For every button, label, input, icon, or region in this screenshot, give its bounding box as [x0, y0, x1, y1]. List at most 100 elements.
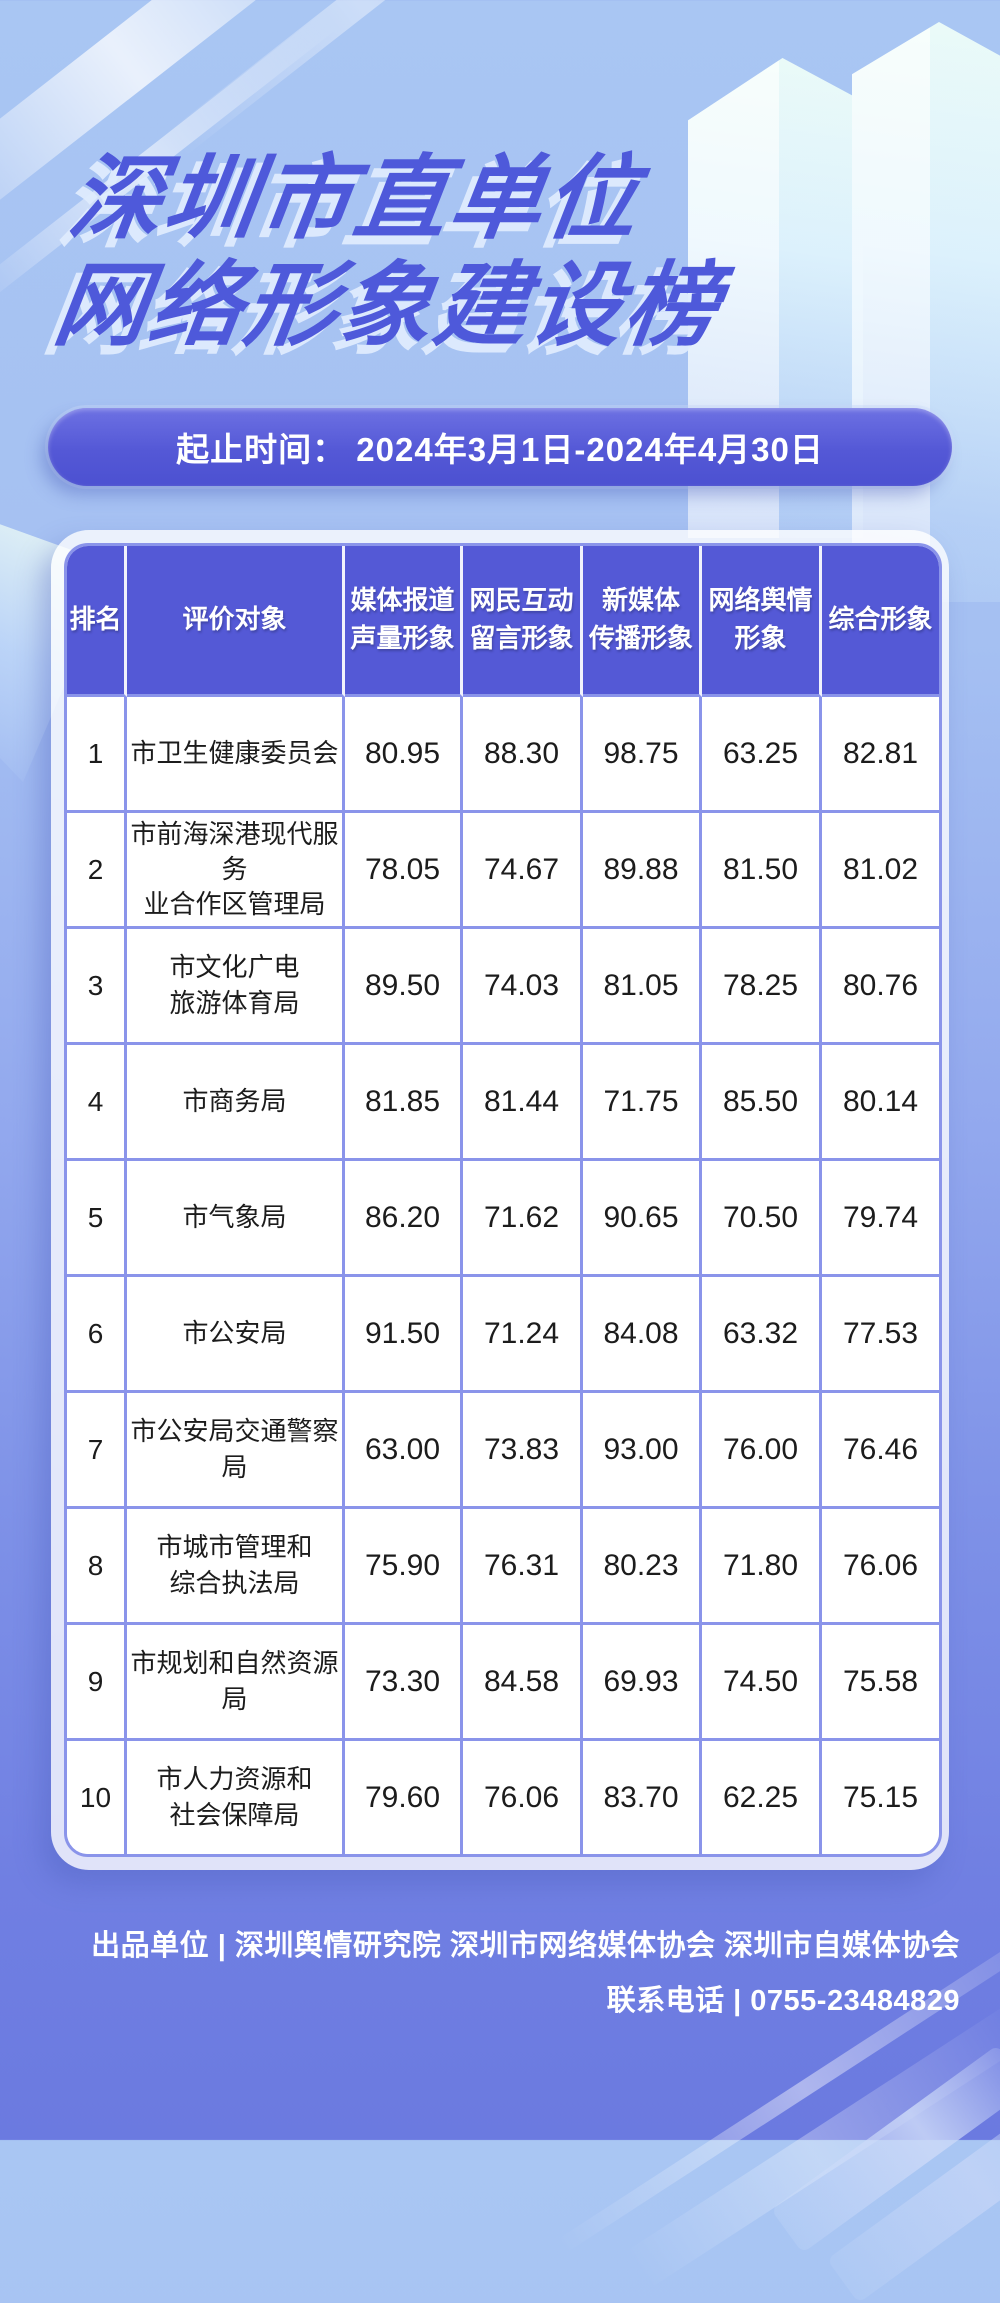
poster-title-line2: 网络形象建设榜 — [48, 255, 728, 357]
score-cell: 84.58 — [463, 1625, 583, 1741]
column-header: 排名 — [67, 546, 127, 697]
score-cell: 76.00 — [702, 1393, 822, 1509]
score-cell: 90.65 — [583, 1161, 702, 1277]
score-cell: 86.20 — [345, 1161, 463, 1277]
table-row: 4 市商务局 81.85 81.44 71.75 85.50 80.14 — [67, 1045, 939, 1161]
score-cell: 76.06 — [463, 1741, 583, 1854]
table-row: 2 市前海深港现代服务 业合作区管理局 78.05 74.67 89.88 81.50 81.… — [67, 813, 939, 929]
score-cell: 76.46 — [822, 1393, 939, 1509]
score-cell: 80.23 — [583, 1509, 702, 1625]
score-cell: 77.53 — [822, 1277, 939, 1393]
column-header: 网络舆情 形象 — [702, 546, 822, 697]
score-cell: 74.67 — [463, 813, 583, 929]
score-cell: 74.50 — [702, 1625, 822, 1741]
score-cell: 63.32 — [702, 1277, 822, 1393]
score-cell: 81.44 — [463, 1045, 583, 1161]
decor-chevron-bottom-right-2 — [826, 2094, 1000, 2303]
rank-cell: 2 — [67, 813, 127, 929]
column-header: 评价对象 — [127, 546, 345, 697]
rank-cell: 7 — [67, 1393, 127, 1509]
score-cell: 75.58 — [822, 1625, 939, 1741]
date-range-banner: 起止时间： 2024年3月1日-2024年4月30日 — [48, 408, 952, 486]
score-cell: 80.14 — [822, 1045, 939, 1161]
score-cell: 98.75 — [583, 697, 702, 813]
entity-name-cell: 市卫生健康委员会 — [127, 697, 345, 813]
score-cell: 83.70 — [583, 1741, 702, 1854]
score-cell: 71.62 — [463, 1161, 583, 1277]
table-body: 1 市卫生健康委员会 80.95 88.30 98.75 63.25 82.81 2 市前海深港… — [67, 697, 939, 1854]
score-cell: 88.30 — [463, 697, 583, 813]
score-cell: 81.02 — [822, 813, 939, 929]
rank-cell: 8 — [67, 1509, 127, 1625]
score-cell: 89.50 — [345, 929, 463, 1045]
score-cell: 73.83 — [463, 1393, 583, 1509]
table-row: 7 市公安局交通警察局 63.00 73.83 93.00 76.00 76.46 — [67, 1393, 939, 1509]
poster-title: 深圳市直单位 网络形象建设榜 — [48, 146, 743, 360]
column-header: 网民互动 留言形象 — [463, 546, 583, 697]
entity-name-cell: 市文化广电 旅游体育局 — [127, 929, 345, 1045]
entity-name-cell: 市人力资源和 社会保障局 — [127, 1741, 345, 1854]
entity-name-cell: 市气象局 — [127, 1161, 345, 1277]
table-header-row: 排名 评价对象 媒体报道 声量形象 网民互动 留言形象 新媒体 传播形象 网络舆情 形象 综合形象 — [67, 546, 939, 697]
score-cell: 75.15 — [822, 1741, 939, 1854]
score-cell: 75.90 — [345, 1509, 463, 1625]
score-cell: 71.75 — [583, 1045, 702, 1161]
score-cell: 89.88 — [583, 813, 702, 929]
rank-cell: 3 — [67, 929, 127, 1045]
poster-title-line1: 深圳市直单位 — [63, 148, 648, 250]
score-cell: 85.50 — [702, 1045, 822, 1161]
score-cell: 74.03 — [463, 929, 583, 1045]
table-row: 9 市规划和自然资源局 73.30 84.58 69.93 74.50 75.58 — [67, 1625, 939, 1741]
entity-name-cell: 市规划和自然资源局 — [127, 1625, 345, 1741]
footer: 出品单位 | 深圳舆情研究院 深圳市网络媒体协会 深圳市自媒体协会 联系电话 |… — [91, 1926, 960, 2021]
score-cell: 84.08 — [583, 1277, 702, 1393]
entity-name-cell: 市前海深港现代服务 业合作区管理局 — [127, 813, 345, 929]
ranking-table-frame: 排名 评价对象 媒体报道 声量形象 网民互动 留言形象 新媒体 传播形象 网络舆情 形象 综合形象 … — [51, 530, 949, 1870]
rank-cell: 10 — [67, 1741, 127, 1854]
score-cell: 78.05 — [345, 813, 463, 929]
score-cell: 76.06 — [822, 1509, 939, 1625]
score-cell: 81.85 — [345, 1045, 463, 1161]
rank-cell: 4 — [67, 1045, 127, 1161]
table-row: 6 市公安局 91.50 71.24 84.08 63.32 77.53 — [67, 1277, 939, 1393]
score-cell: 79.60 — [345, 1741, 463, 1854]
entity-name-cell: 市城市管理和 综合执法局 — [127, 1509, 345, 1625]
column-header: 媒体报道 声量形象 — [345, 546, 463, 697]
table-row: 5 市气象局 86.20 71.62 90.65 70.50 79.74 — [67, 1161, 939, 1277]
rank-cell: 1 — [67, 697, 127, 813]
decor-streak-bottom-right-2 — [625, 1995, 1000, 2289]
table-row: 1 市卫生健康委员会 80.95 88.30 98.75 63.25 82.81 — [67, 697, 939, 813]
score-cell: 73.30 — [345, 1625, 463, 1741]
footer-publishers: 出品单位 | 深圳舆情研究院 深圳市网络媒体协会 深圳市自媒体协会 — [91, 1930, 960, 1962]
rank-cell: 5 — [67, 1161, 127, 1277]
score-cell: 63.25 — [702, 697, 822, 813]
entity-name-cell: 市商务局 — [127, 1045, 345, 1161]
footer-contact: 联系电话 | 0755-23484829 — [606, 1984, 960, 2017]
column-header: 综合形象 — [822, 546, 939, 697]
rank-cell: 6 — [67, 1277, 127, 1393]
score-cell: 70.50 — [702, 1161, 822, 1277]
rank-cell: 9 — [67, 1625, 127, 1741]
score-cell: 80.95 — [345, 697, 463, 813]
score-cell: 71.80 — [702, 1509, 822, 1625]
ranking-table: 排名 评价对象 媒体报道 声量形象 网民互动 留言形象 新媒体 传播形象 网络舆情 形象 综合形象 … — [64, 543, 942, 1857]
decor-chevron-bottom-right-1 — [770, 2044, 1000, 2254]
score-cell: 79.74 — [822, 1161, 939, 1277]
column-header: 新媒体 传播形象 — [583, 546, 702, 697]
score-cell: 76.31 — [463, 1509, 583, 1625]
score-cell: 93.00 — [583, 1393, 702, 1509]
entity-name-cell: 市公安局交通警察局 — [127, 1393, 345, 1509]
decor-streak-top-left-3 — [165, 0, 595, 157]
table-row: 3 市文化广电 旅游体育局 89.50 74.03 81.05 78.25 80.76 — [67, 929, 939, 1045]
score-cell: 63.00 — [345, 1393, 463, 1509]
date-range-text: 起止时间： 2024年3月1日-2024年4月30日 — [176, 431, 824, 468]
score-cell: 62.25 — [702, 1741, 822, 1854]
score-cell: 91.50 — [345, 1277, 463, 1393]
score-cell: 81.50 — [702, 813, 822, 929]
score-cell: 82.81 — [822, 697, 939, 813]
score-cell: 71.24 — [463, 1277, 583, 1393]
score-cell: 69.93 — [583, 1625, 702, 1741]
decor-building-shape-2 — [852, 22, 1000, 602]
score-cell: 81.05 — [583, 929, 702, 1045]
table-row: 8 市城市管理和 综合执法局 75.90 76.31 80.23 71.80 76.06 — [67, 1509, 939, 1625]
